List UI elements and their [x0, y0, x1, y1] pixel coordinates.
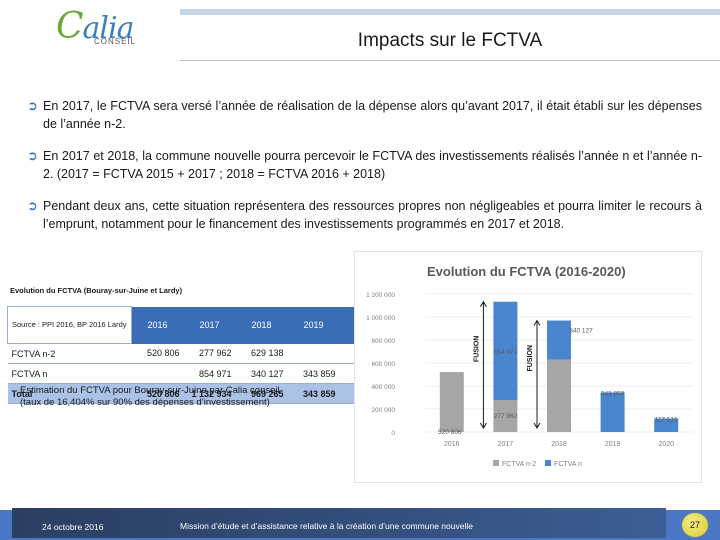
year-header: 2016: [131, 306, 184, 344]
bar-fctva-n: [493, 301, 518, 401]
bar-fctva-n: [600, 392, 625, 432]
table-cell: 629 138: [235, 343, 288, 364]
table-cell: 277 962: [183, 343, 236, 364]
table-row: FCTVA n 854 971 340 127 343 859 117 516: [7, 363, 392, 384]
logo-wordmark: Calia: [56, 6, 135, 47]
calia-logo: Calia CONSEIL: [52, 6, 142, 50]
legend-swatch-fctva-n-2: [493, 460, 499, 466]
legend-label: FCTVA n-2: [502, 461, 536, 468]
table-row: FCTVA n-2 520 806 277 962 629 138: [7, 343, 392, 364]
x-tick-label: 2018: [551, 441, 567, 448]
arrow-bullet-icon: ➲: [27, 98, 38, 113]
table-source-cell: Source : PPI 2016, BP 2016 Lardy: [7, 306, 132, 344]
y-tick-label: 400 000: [372, 384, 396, 391]
table-cell: 343 859: [287, 383, 340, 404]
arrow-bullet-icon: ➲: [27, 148, 38, 163]
bullet-text: En 2017 et 2018, la commune nouvelle pou…: [43, 149, 702, 181]
row-label: Total: [7, 383, 132, 404]
x-tick-label: 2019: [605, 441, 621, 448]
table-cell: [131, 363, 184, 384]
y-tick-label: 200 000: [372, 407, 396, 414]
data-label: 340 127: [569, 328, 593, 335]
bar-fctva-n: [547, 320, 571, 360]
page-number: 27: [682, 513, 708, 537]
fctva-chart: Evolution du FCTVA (2016-2020) 0 200 000 40…: [354, 251, 702, 483]
footer-date: 24 octobre 2016: [42, 522, 104, 532]
note-line: (taux de 16,404% sur 90% des dépenses d’…: [20, 397, 270, 408]
data-label: 117 516: [655, 416, 678, 423]
y-tick-label: 0: [391, 430, 395, 437]
bar-fctva-n: [654, 418, 679, 432]
year-header: 2019: [287, 306, 340, 344]
x-tick-label: 2016: [444, 441, 460, 448]
bar-fctva-n-2: [493, 400, 518, 432]
bullet-item: ➲ En 2017, le FCTVA sera versé l’année d…: [27, 97, 702, 133]
bullet-text: En 2017, le FCTVA sera versé l’année de …: [43, 99, 702, 131]
arrow-bullet-icon: ➲: [27, 198, 38, 213]
table-cell: 520 806: [131, 383, 184, 404]
table-cell: 969 265: [235, 383, 288, 404]
footer-band: [12, 508, 666, 538]
chart-title: Evolution du FCTVA (2016-2020): [427, 264, 626, 279]
logo-subtitle: CONSEIL: [94, 37, 137, 46]
arrow-head-icon: [479, 300, 487, 307]
x-tick-label: 2020: [658, 441, 674, 448]
y-tick-label: 1 200 000: [366, 292, 395, 299]
fusion-label: FUSION: [473, 336, 480, 362]
slide-title: Impacts sur le FCTVA: [357, 30, 543, 51]
data-label: 277 962: [494, 413, 518, 420]
fctva-table: Source : PPI 2016, BP 2016 Lardy 2016 20…: [7, 306, 392, 404]
table-cell: 343 859: [287, 363, 340, 384]
table-cell: 340 127: [235, 363, 288, 384]
footer-mission: Mission d’étude et d’assistance relative…: [180, 521, 473, 531]
y-tick-label: 600 000: [372, 361, 396, 368]
estimation-note: Estimation du FCTVA pour Bouray-sur-Juin…: [20, 385, 280, 409]
year-header: 2018: [235, 306, 288, 344]
data-label: 854 971: [494, 349, 518, 356]
title-divider: [180, 60, 720, 61]
fusion-label: FUSION: [527, 345, 534, 371]
y-tick-label: 1 000 000: [366, 315, 395, 322]
header-bar: [180, 9, 720, 15]
chart-svg: Evolution du FCTVA (2016-2020) 0 200 000 40…: [366, 264, 693, 468]
row-label: FCTVA n: [7, 363, 132, 384]
table-cell: 1 132 934: [183, 383, 236, 404]
bar-fctva-n-2: [547, 359, 571, 432]
legend-label: FCTVA n: [554, 461, 582, 468]
arrow-head-icon: [533, 319, 541, 326]
y-tick-label: 800 000: [372, 338, 396, 345]
bullet-item: ➲ En 2017 et 2018, la commune nouvelle p…: [27, 147, 702, 183]
x-tick-label: 2017: [498, 441, 514, 448]
table-caption: Evolution du FCTVA (Bouray-sur-Juine et …: [10, 286, 183, 295]
arrow-head-icon: [533, 422, 541, 429]
arrow-head-icon: [479, 422, 487, 429]
table-header-row: Source : PPI 2016, BP 2016 Lardy 2016 20…: [7, 306, 392, 344]
bullet-item: ➲ Pendant deux ans, cette situation repr…: [27, 197, 702, 233]
row-label: FCTVA n-2: [7, 343, 132, 364]
table-cell: 854 971: [183, 363, 236, 384]
table-cell: 520 806: [131, 343, 184, 364]
year-header: 2017: [183, 306, 236, 344]
bar-fctva-n-2: [439, 372, 464, 432]
table-cell: [287, 343, 340, 364]
legend-swatch-fctva-n: [545, 460, 551, 466]
data-label: 343 859: [601, 390, 625, 397]
note-line: Estimation du FCTVA pour Bouray-sur-Juin…: [20, 385, 280, 396]
data-label: 520 806: [438, 429, 462, 436]
bullet-text: Pendant deux ans, cette situation représ…: [43, 199, 702, 231]
table-total-row: Total 520 806 1 132 934 969 265 343 859 …: [7, 383, 392, 404]
